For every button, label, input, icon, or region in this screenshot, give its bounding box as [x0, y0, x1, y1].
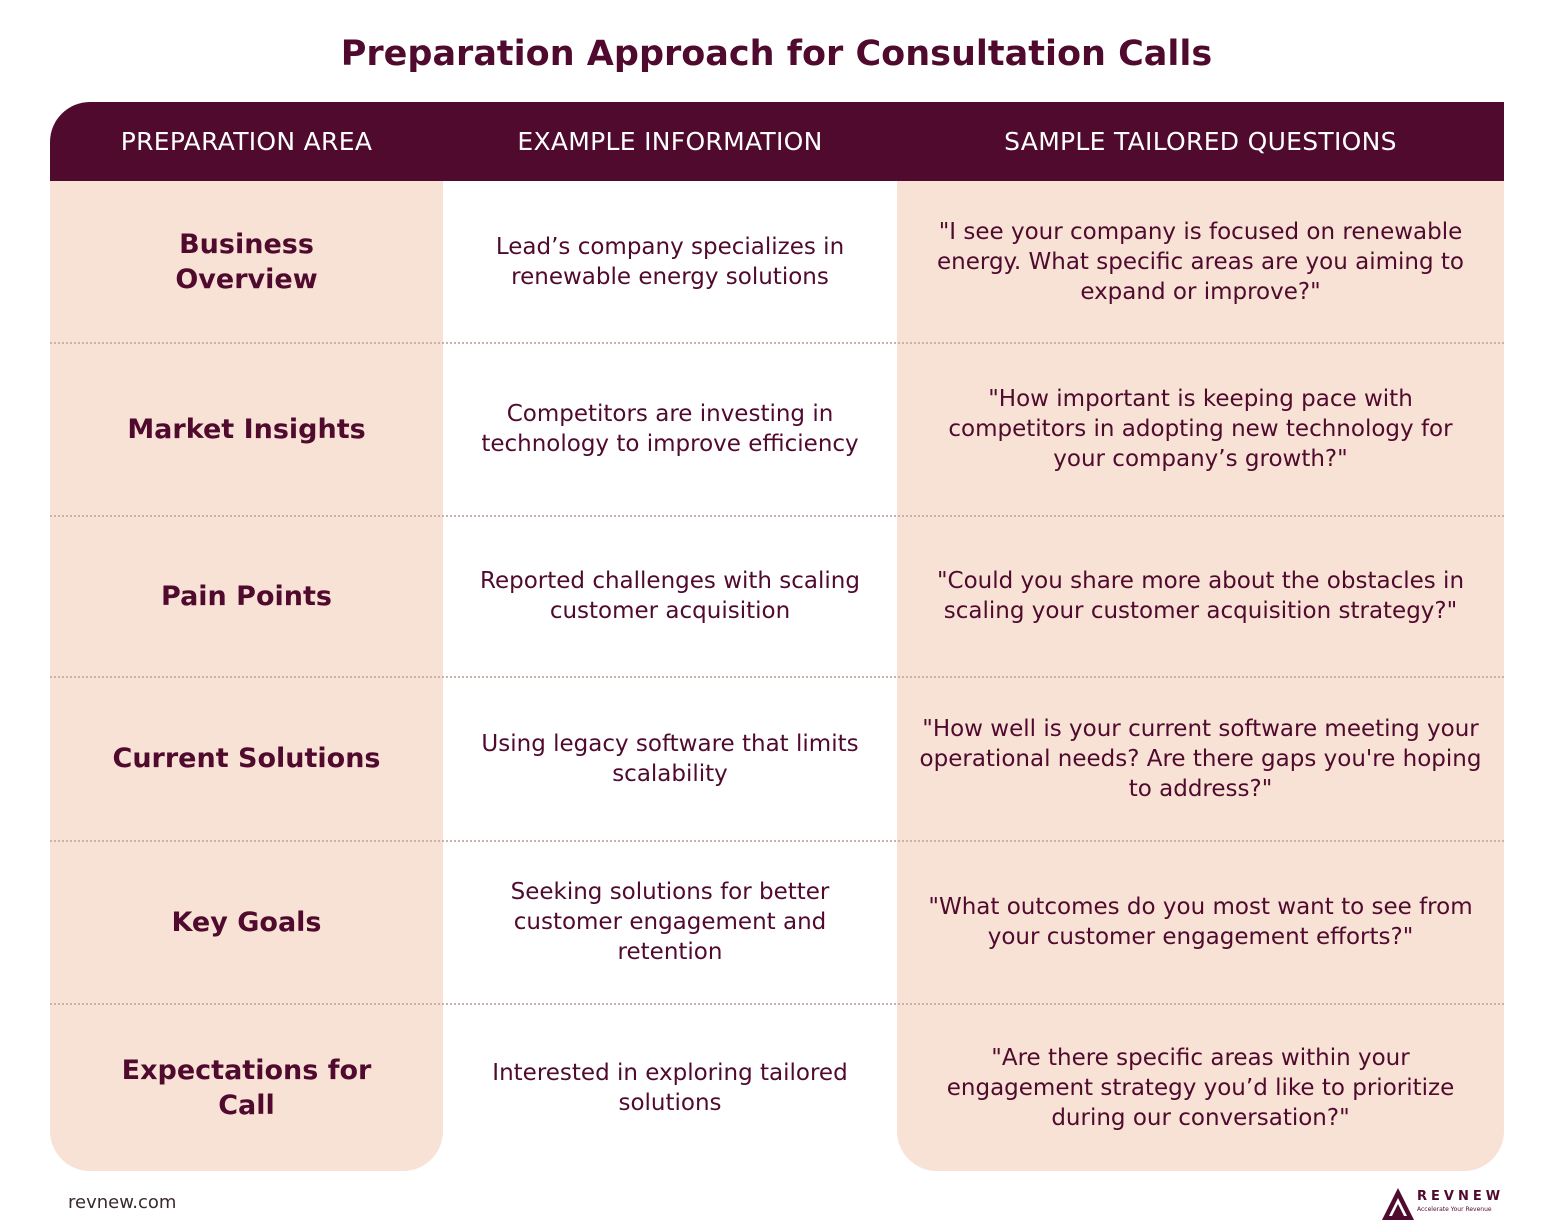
header-sample-questions: SAMPLE TAILORED QUESTIONS — [1004, 127, 1397, 156]
row-divider — [50, 840, 1504, 842]
header-example-information: EXAMPLE INFORMATION — [517, 127, 823, 156]
area-cell: Expectations for Call — [121, 1054, 372, 1121]
header-preparation-area: PREPARATION AREA — [120, 127, 373, 156]
question-cell: "What outcomes do you most want to see f… — [928, 894, 1473, 950]
area-cell: Current Solutions — [112, 743, 381, 774]
mountain-logo-icon — [1382, 1188, 1414, 1220]
table-row: Current Solutions Using legacy software … — [50, 677, 1504, 840]
question-cell: "How well is your current software meeti… — [919, 715, 1482, 802]
info-cell: Competitors are investing in technology … — [481, 401, 859, 457]
table-row: Business Overview Lead’s company special… — [50, 181, 1504, 342]
area-cell: Business Overview — [175, 228, 318, 295]
page-title: Preparation Approach for Consultation Ca… — [340, 34, 1213, 74]
preparation-table: PREPARATION AREA EXAMPLE INFORMATION SAM… — [50, 102, 1504, 1171]
area-cell: Market Insights — [127, 413, 366, 445]
info-cell: Interested in exploring tailored solutio… — [492, 1059, 848, 1116]
question-cell: "How important is keeping pace with comp… — [948, 386, 1453, 472]
row-divider — [50, 342, 1504, 344]
revnew-logo: REVNEW Accelerate Your Revenue — [1380, 1186, 1510, 1224]
info-cell: Lead’s company specializes in renewable … — [495, 233, 845, 290]
table-row: Key Goals Seeking solutions for better c… — [50, 841, 1504, 1003]
row-divider — [50, 1003, 1504, 1005]
logo-wordmark: REVNEW — [1417, 1189, 1505, 1204]
table-row: Market Insights Competitors are investin… — [50, 343, 1504, 515]
logo-tagline: Accelerate Your Revenue — [1417, 1206, 1492, 1213]
info-cell: Using legacy software that limits scalab… — [481, 730, 859, 787]
table-header: PREPARATION AREA EXAMPLE INFORMATION SAM… — [50, 102, 1504, 181]
area-cell: Pain Points — [161, 580, 332, 612]
question-cell: "Are there specific areas within your en… — [946, 1044, 1455, 1131]
info-cell: Reported challenges with scaling custome… — [480, 568, 860, 624]
table-row: Pain Points Reported challenges with sca… — [50, 516, 1504, 676]
question-cell: "Could you share more about the obstacle… — [936, 568, 1465, 624]
table-row: Expectations for Call Interested in expl… — [50, 1004, 1504, 1171]
question-cell: "I see your company is focused on renewa… — [937, 218, 1464, 305]
row-divider — [50, 676, 1504, 678]
footer-site-url: revnew.com — [68, 1192, 177, 1213]
info-cell: Seeking solutions for better customer en… — [510, 879, 830, 965]
row-divider — [50, 515, 1504, 517]
area-cell: Key Goals — [171, 906, 322, 938]
